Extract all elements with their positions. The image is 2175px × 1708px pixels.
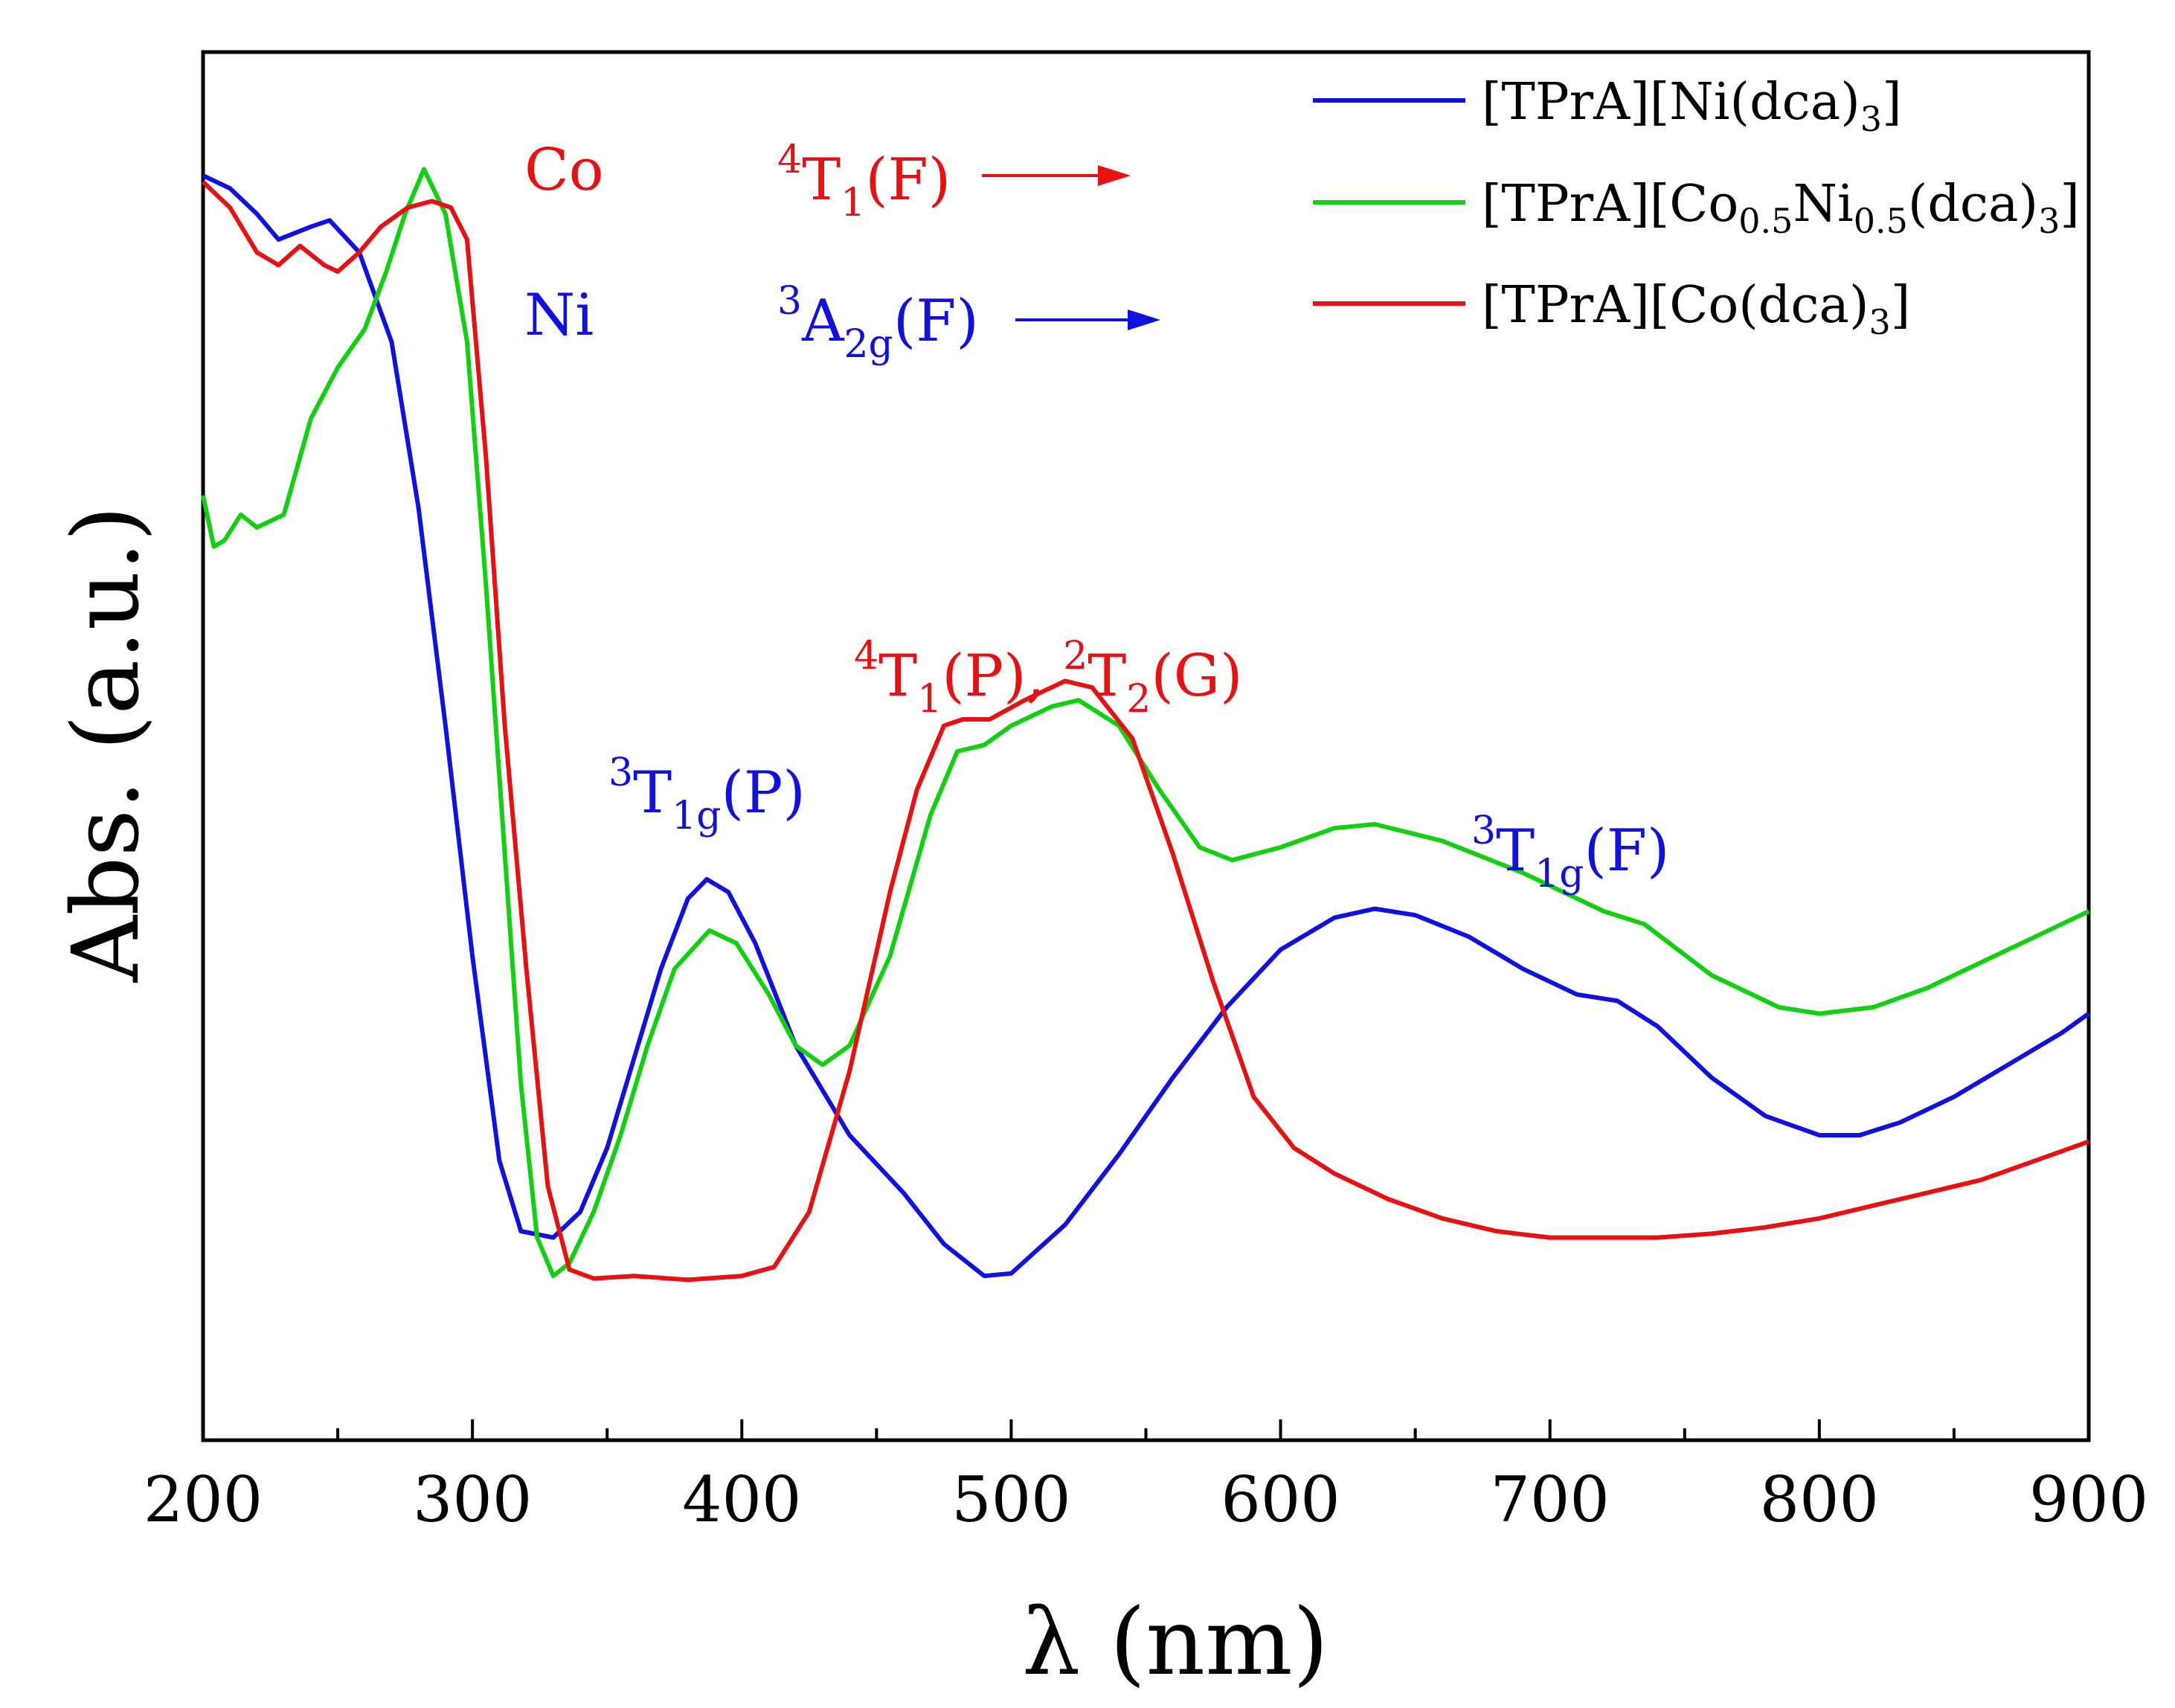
legend-label-ni: [TPrA][Ni(dca)3]: [1482, 73, 1902, 139]
legend: [TPrA][Ni(dca)3] [TPrA][Co0.5Ni0.5(dca)3…: [1313, 73, 2080, 342]
annotation-ni: Ni: [524, 282, 594, 349]
annotation-t1gf: 3T1g(F): [1471, 809, 1669, 896]
series-line-0: [202, 173, 2090, 1279]
annotation-co: Co: [524, 137, 604, 204]
annotations: Co 4T1(F) Ni 3A2g(F) 3T1g(P) 4T1(P), 2T2…: [524, 137, 1669, 896]
y-axis-title: Abs. (a.u.): [53, 506, 160, 983]
plot-frame: [201, 50, 2091, 1442]
x-tick-label-300: 300: [413, 1463, 532, 1536]
x-axis-title: λ (nm): [1022, 1589, 1329, 1696]
x-axis-tick-labels: 200 300 400 500 600 700 800 900: [144, 1463, 2148, 1536]
x-tick-label-400: 400: [682, 1463, 801, 1536]
ni-arrow-head: [1128, 309, 1160, 330]
legend-label-co: [TPrA][Co(dca)3]: [1482, 276, 1910, 342]
annotation-co-transition: 4T1(F): [777, 138, 951, 225]
x-tick-label-600: 600: [1221, 1463, 1340, 1536]
x-axis-ticks: [202, 1419, 2090, 1440]
legend-label-coni: [TPrA][Co0.5Ni0.5(dca)3]: [1482, 175, 2080, 241]
x-tick-label-900: 900: [2029, 1463, 2148, 1536]
series-line-1: [201, 167, 2090, 1279]
series-group: [201, 167, 2090, 1282]
co-arrow-head: [1098, 165, 1131, 186]
annotation-t1p-t2g: 4T1(P), 2T2(G): [854, 634, 1243, 722]
x-tick-label-200: 200: [144, 1463, 263, 1536]
annotation-ni-transition: 3A2g(F): [777, 279, 979, 367]
series-line-2: [201, 180, 2090, 1282]
annotation-t1gp: 3T1g(P): [608, 751, 806, 838]
x-tick-label-500: 500: [951, 1463, 1070, 1536]
x-tick-label-800: 800: [1760, 1463, 1879, 1536]
x-tick-label-700: 700: [1491, 1463, 1610, 1536]
